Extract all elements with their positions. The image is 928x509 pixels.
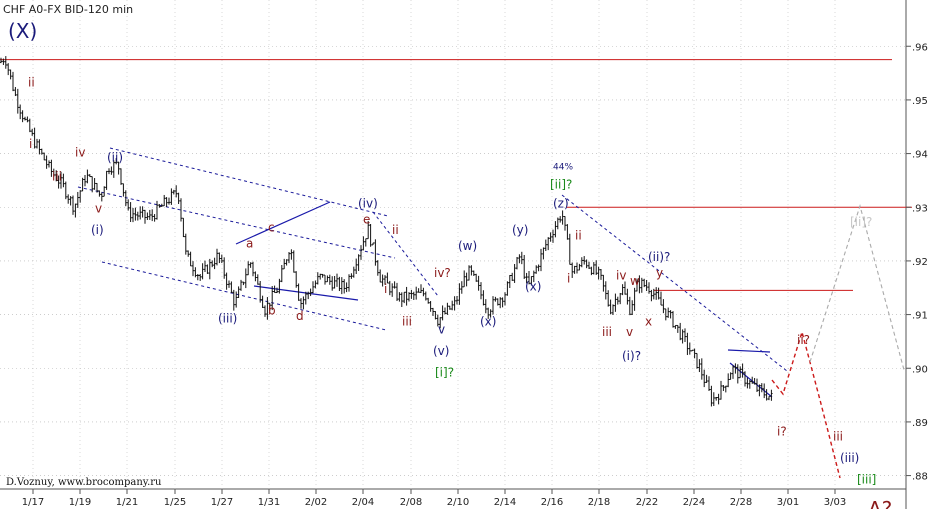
x-tick-label: 2/28 <box>730 497 752 508</box>
wave-label: [ii]? <box>550 177 572 191</box>
wave-label: (iii) <box>218 312 237 326</box>
y-tick-label: .90 <box>912 364 928 375</box>
x-tick-label: 2/24 <box>683 497 705 508</box>
wave-label: [i]? <box>435 365 454 379</box>
wave-label: 44% <box>553 163 573 173</box>
wave-label: [iii] <box>857 473 876 487</box>
wave-label: i <box>567 271 570 285</box>
x-tick-label: 2/18 <box>588 497 610 508</box>
wave-label: w <box>630 274 640 288</box>
x-tick-label: 2/22 <box>636 497 658 508</box>
wave-label: ii <box>392 223 399 237</box>
y-tick-label: .92 <box>912 257 928 268</box>
wave-label: (i)? <box>622 349 641 363</box>
x-tick-label: 2/08 <box>400 497 422 508</box>
chart-title: CHF A0-FX BID-120 min <box>3 3 133 16</box>
wave-label: ii? <box>797 333 810 347</box>
wave-label: a <box>246 237 253 251</box>
wave-label: b <box>268 304 276 318</box>
wedge-upper-line <box>727 349 771 353</box>
wave-label: y <box>656 266 663 280</box>
x-tick-label: 1/17 <box>22 497 44 508</box>
wave-label: [ii]? <box>850 215 872 229</box>
wave-label: c <box>268 220 275 234</box>
channel-middle-line <box>77 186 396 259</box>
y-tick-label: .94 <box>912 150 928 161</box>
wave-label: iv <box>75 145 85 159</box>
triangle-upper-line <box>235 201 331 245</box>
channel-lower-line <box>101 261 387 331</box>
wave-label: (iii) <box>840 451 859 465</box>
wave-label: (y) <box>512 223 528 237</box>
y-tick-label: .93 <box>912 203 928 214</box>
wave-label: i <box>384 282 387 296</box>
y-tick-label: .96 <box>912 42 928 53</box>
y-tick-label: .89 <box>912 418 928 429</box>
y-tick-label: .88 <box>912 472 928 483</box>
wave-label: ii <box>28 76 35 90</box>
x-tick-label: 2/14 <box>494 497 516 508</box>
x-tick-label: 3/03 <box>824 497 846 508</box>
wave-label: x <box>645 314 652 328</box>
y-tick-label: .95 <box>912 96 928 107</box>
wave-label: iii <box>833 430 843 444</box>
wave-label: iii <box>52 169 62 183</box>
x-tick-label: 1/21 <box>116 497 138 508</box>
wedge-lower-line <box>729 362 773 398</box>
wave-label: (z) <box>553 196 569 210</box>
credit-text: D.Voznuy, www.brocompany.ru <box>6 477 162 488</box>
x-tick-label: 1/31 <box>258 497 280 508</box>
wave-label: (x) <box>525 279 541 293</box>
x-tick-label: 2/04 <box>352 497 374 508</box>
wave-label: v <box>438 322 445 336</box>
wave-label: (i) <box>91 223 104 237</box>
wave-label: (iv) <box>358 196 378 210</box>
x-tick-label: 2/16 <box>541 497 563 508</box>
wave-label: iii <box>402 314 412 328</box>
wave-label: v <box>626 325 633 339</box>
wave-label: (ii) <box>107 151 123 165</box>
x-tick-label: 1/25 <box>164 497 186 508</box>
wave-label: (v) <box>433 344 449 358</box>
wave-label: (x) <box>480 314 496 328</box>
wave-label: (ii)? <box>648 250 670 264</box>
wave-label: i <box>29 137 32 151</box>
wave-label: d <box>296 309 304 323</box>
projection-grey-path <box>809 204 905 371</box>
wave-label: A? <box>868 497 892 509</box>
wave-label: (X) <box>8 19 37 43</box>
wave-label: i? <box>777 424 787 438</box>
x-tick-label: 1/19 <box>69 497 91 508</box>
x-tick-label: 1/27 <box>211 497 233 508</box>
wave-label: iii <box>602 325 612 339</box>
x-tick-label: 2/02 <box>305 497 327 508</box>
y-tick-label: .91 <box>912 311 928 322</box>
wave-label: e <box>363 212 370 226</box>
x-tick-label: 3/01 <box>777 497 799 508</box>
wave-label: v <box>95 202 102 216</box>
wave-label: (w) <box>458 239 477 253</box>
wave-label: iv <box>616 269 626 283</box>
x-tick-label: 2/10 <box>447 497 469 508</box>
wave-label: iv? <box>434 266 451 280</box>
wave-label: ii <box>575 228 582 242</box>
